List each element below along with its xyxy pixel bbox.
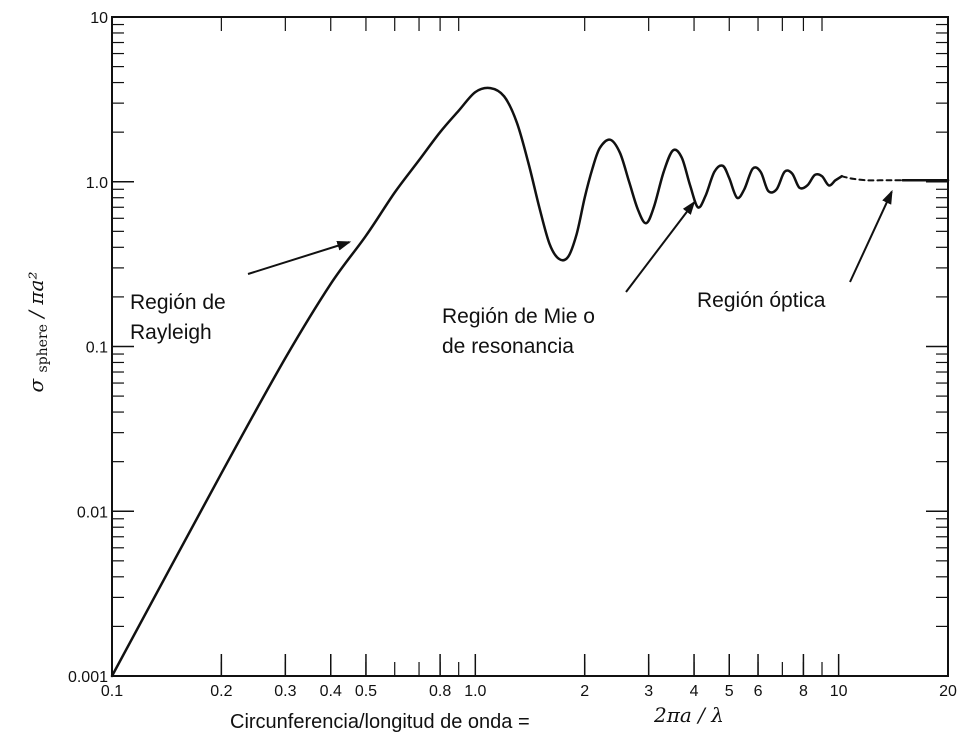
y-tick-label: 1.0 [86,175,108,192]
annotation-optica-line-0: Región óptica [697,289,826,312]
y-tick-label: 10 [90,10,108,27]
x-tick-label: 0.5 [355,683,377,700]
annotation-mie-line-1: de resonancia [442,335,574,358]
x-tick-label: 0.1 [101,683,123,700]
y-axis-label: σ sphere / πa² [24,272,52,393]
annotation-rayleigh-line-0: Región de [130,291,226,314]
annotation-rayleigh-line-1: Rayleigh [130,321,212,344]
y-tick-label: 0.01 [77,504,108,521]
series-line-0 [110,86,844,678]
x-tick-label: 0.8 [429,683,451,700]
x-tick-label: 0.4 [320,683,342,700]
y-tick-label: 0.001 [68,669,108,686]
x-axis-label: Circunferencia/longitud de onda = [230,711,530,733]
x-tick-label: 3 [644,683,653,700]
x-axis-label-math: 2πa / λ [653,703,724,727]
x-tick-label: 0.3 [274,683,296,700]
x-tick-label: 2 [580,683,589,700]
x-axis-ticks: 0.1 0.2 0.3 0.4 0.5 0.8 1.0 2 3 4 5 6 8 10 20 [101,654,957,700]
annotations-group: Región de Rayleigh Región de Mie o de reson… [130,189,893,358]
y-axis-label-sub: sphere [35,324,51,372]
x-tick-label: 1.0 [464,683,486,700]
annotation-arrow-mie [625,200,696,293]
y-minor-ticks [112,23,948,628]
annotation-arrow-optica [849,189,893,283]
y-axis-label-sigma: σ [24,378,48,393]
y-axis-label-rest: / πa² [24,272,48,320]
y-tick-label: 0.1 [86,340,108,357]
x-tick-label: 6 [754,683,763,700]
y-axis-ticks: 0.001 0.01 0.1 1.0 10 [68,10,948,686]
x-tick-label: 5 [725,683,734,700]
series-group [110,86,950,678]
x-tick-label: 8 [799,683,808,700]
x-tick-label: 10 [830,683,848,700]
x-tick-label: 0.2 [210,683,232,700]
annotation-mie-line-0: Región de Mie o [442,305,595,328]
series-line-1 [840,175,904,182]
x-tick-label: 4 [690,683,699,700]
annotation-arrow-rayleigh [247,240,352,275]
x-tick-label: 20 [939,683,957,700]
